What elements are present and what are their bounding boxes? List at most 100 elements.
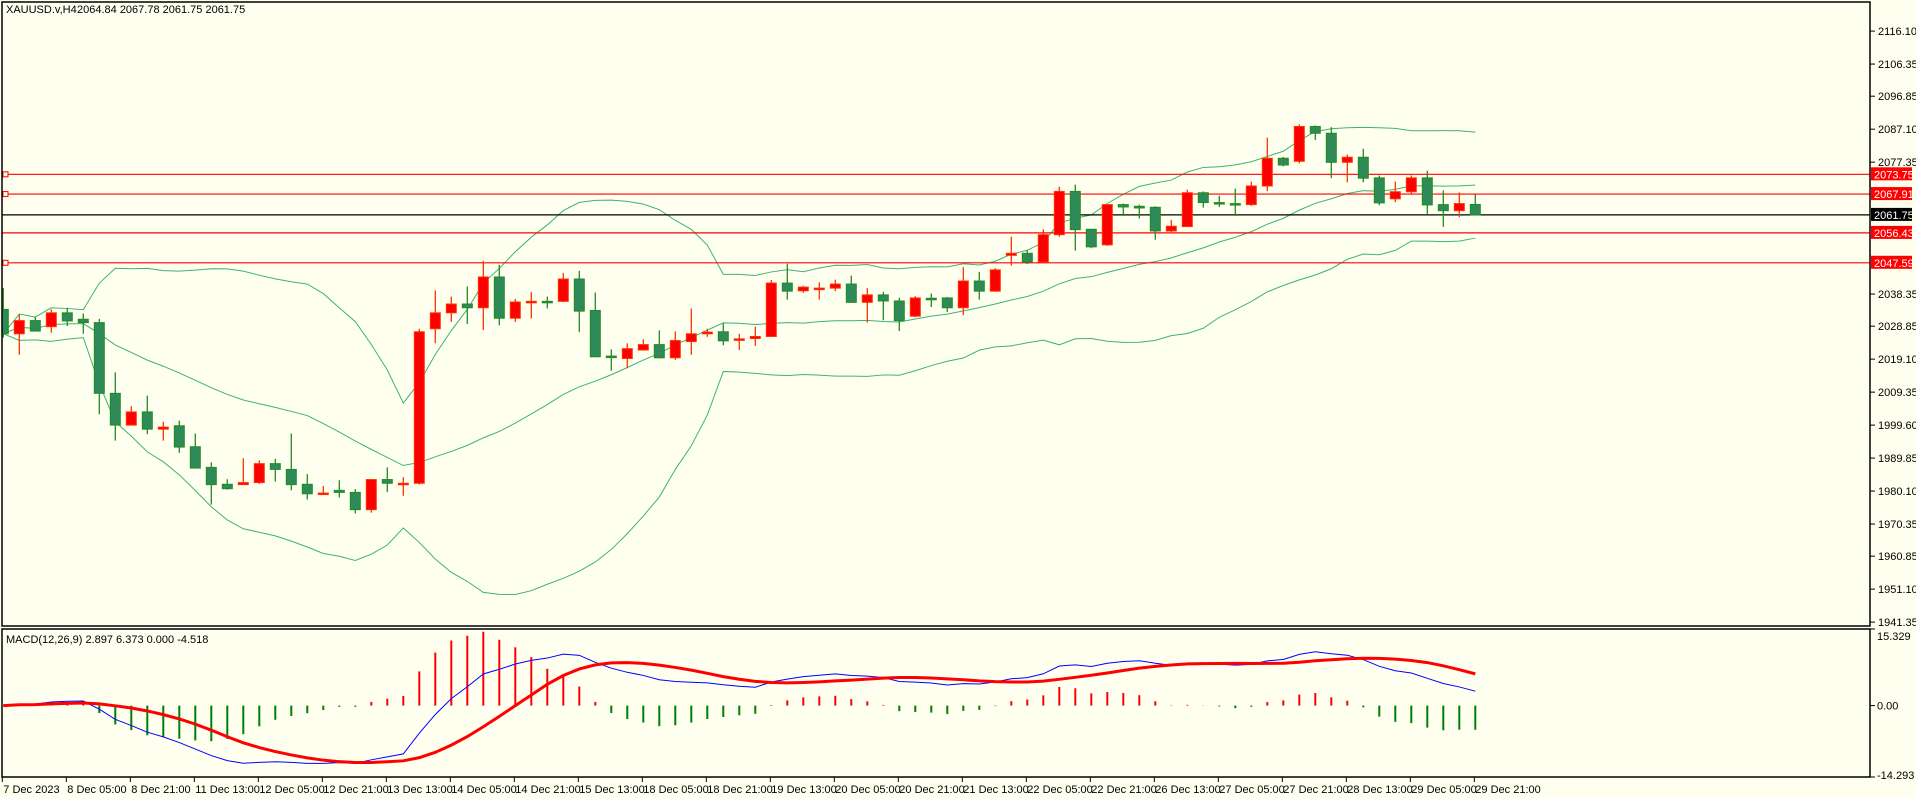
- candle: [253, 460, 265, 484]
- candle-body: [381, 479, 393, 484]
- candle-body: [1133, 205, 1145, 209]
- candle-body: [621, 348, 633, 359]
- time-axis[interactable]: 7 Dec 2023 8 Dec 05:00 8 Dec 21:00 11 Dec 1…: [1, 777, 1541, 796]
- candle-body: [285, 468, 297, 486]
- candle: [829, 279, 841, 292]
- candle: [157, 421, 169, 441]
- x-tick-label: 22 Dec 05:00: [1027, 784, 1092, 796]
- candle: [365, 479, 377, 513]
- candle-body: [637, 344, 649, 351]
- candle: [1229, 188, 1241, 217]
- macd-pane: [3, 631, 1477, 765]
- macd-tick-label: -14.293: [1877, 770, 1914, 782]
- horizontal-levels: [2, 171, 1870, 266]
- candle: [461, 286, 473, 324]
- candle: [1021, 249, 1033, 265]
- candle: [685, 308, 697, 355]
- candle: [285, 433, 297, 491]
- candle: [1213, 195, 1225, 207]
- candle: [429, 290, 441, 344]
- level-price-tag: [1871, 225, 1912, 239]
- bollinger-lower: [3, 237, 1476, 595]
- candle-body: [1357, 156, 1369, 179]
- candle-body: [333, 489, 345, 493]
- bollinger-middle: [3, 184, 1476, 467]
- x-tick-label: 20 Dec 05:00: [835, 784, 900, 796]
- price-axis[interactable]: 2116.10 2106.35 2096.85 2087.10 2077.35 2038.…: [1870, 26, 1916, 629]
- candle: [781, 263, 793, 300]
- candle-body: [237, 482, 249, 486]
- x-tick-label: 13 Dec 13:00: [387, 784, 452, 796]
- candle: [765, 280, 777, 337]
- candle-body: [93, 322, 105, 394]
- candle-body: [1309, 125, 1321, 134]
- candle-body: [1469, 203, 1481, 216]
- candle-body: [957, 280, 969, 309]
- candle: [653, 330, 665, 359]
- candle: [1165, 220, 1177, 234]
- candle: [813, 282, 825, 300]
- candle-body: [925, 297, 937, 301]
- candle-body: [557, 278, 569, 302]
- level-anchor-icon[interactable]: [2, 259, 9, 266]
- candle-body: [1117, 204, 1129, 208]
- candle-body: [1389, 191, 1401, 200]
- macd-pane-border: [1, 628, 1871, 778]
- candle-body: [1325, 132, 1337, 163]
- macd-tick-label: 15.329: [1877, 631, 1911, 643]
- candle: [1261, 137, 1273, 192]
- candle: [1389, 181, 1401, 203]
- candle-body: [1021, 252, 1033, 263]
- candle-body: [301, 483, 313, 495]
- candle: [189, 433, 201, 469]
- candle: [1277, 156, 1289, 167]
- level-anchor-icon[interactable]: [2, 171, 9, 178]
- level-price-tag: [1871, 207, 1912, 221]
- candle-body: [1165, 225, 1177, 232]
- x-tick-label: 15 Dec 13:00: [579, 784, 644, 796]
- candle-body: [109, 392, 121, 426]
- x-tick-label: 27 Dec 21:00: [1283, 784, 1348, 796]
- candle: [77, 313, 89, 334]
- candle-body: [221, 483, 233, 490]
- candle-body: [317, 492, 329, 496]
- x-tick-label: 19 Dec 13:00: [771, 784, 836, 796]
- candle-body: [1005, 252, 1017, 256]
- candle-body: [1245, 185, 1257, 206]
- candle: [637, 339, 649, 351]
- candle-body: [1101, 204, 1113, 246]
- candle: [45, 309, 57, 333]
- level-price-tag: [1871, 167, 1912, 181]
- candle-body: [845, 283, 857, 303]
- candle: [1101, 204, 1113, 246]
- candle: [1133, 204, 1145, 219]
- macd-axis[interactable]: 15.329 0.00 -14.293: [1870, 628, 1914, 782]
- candle: [605, 349, 617, 371]
- candle: [509, 298, 521, 322]
- candle-body: [829, 283, 841, 289]
- candle: [1181, 189, 1193, 228]
- candle: [541, 296, 553, 309]
- x-tick-label: 29 Dec 21:00: [1475, 784, 1540, 796]
- candle: [845, 275, 857, 304]
- x-tick-label: 11 Dec 13:00: [195, 784, 260, 796]
- level-price-label: 2067.91: [1874, 189, 1914, 201]
- y-tick-label: 1970.35: [1878, 519, 1916, 531]
- x-tick-label: 28 Dec 13:00: [1347, 784, 1412, 796]
- candle: [1405, 175, 1417, 195]
- candle-body: [1421, 177, 1433, 206]
- level-price-label: 2056.43: [1874, 228, 1914, 240]
- x-tick-label: 21 Dec 13:00: [963, 784, 1028, 796]
- candle: [669, 331, 681, 360]
- candle-body: [1149, 206, 1161, 232]
- level-anchor-icon[interactable]: [2, 191, 9, 198]
- candle-body: [29, 320, 41, 332]
- candle: [1357, 148, 1369, 183]
- candle: [1197, 191, 1209, 208]
- candle: [205, 462, 217, 505]
- candle-body: [1341, 156, 1353, 163]
- candle-body: [605, 355, 617, 359]
- candle: [269, 458, 281, 482]
- candle-body: [397, 482, 409, 486]
